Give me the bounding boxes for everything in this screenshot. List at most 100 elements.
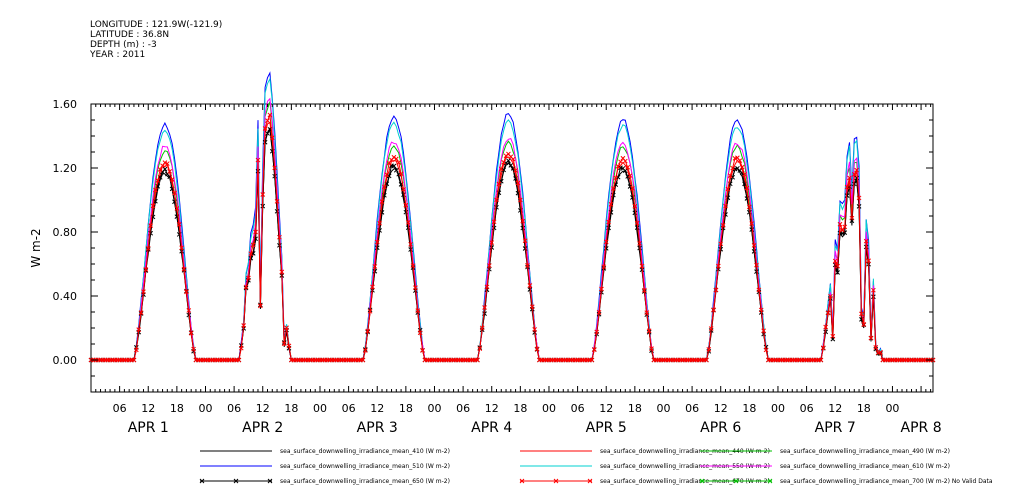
data-point-marker (365, 328, 371, 334)
data-point-marker (379, 199, 385, 204)
data-point-marker (844, 184, 850, 190)
x-day-label: APR 5 (586, 420, 627, 436)
data-point-marker (758, 307, 764, 313)
x-day-label: APR 6 (700, 420, 741, 436)
data-point-marker (150, 203, 156, 209)
x-day-label: APR 7 (815, 420, 856, 436)
legend-marker (519, 478, 525, 484)
legend-entry: sea_surface_downwelling_irradiance_mean_… (700, 463, 950, 470)
series-line (91, 97, 933, 361)
data-point-marker (594, 329, 600, 335)
data-point-marker (847, 175, 852, 181)
data-point-marker (744, 185, 750, 191)
series-line (91, 77, 933, 361)
data-point-marker (706, 347, 712, 352)
data-point-marker (871, 287, 876, 293)
data-point-marker (248, 251, 254, 257)
data-point-marker (844, 193, 850, 198)
data-point-marker (486, 263, 492, 268)
y-axis-label: W m-2 (29, 228, 43, 267)
data-point-marker (403, 202, 409, 208)
data-point-marker (272, 165, 278, 171)
x-hour-label: 12 (714, 402, 728, 415)
x-day-label: APR 2 (242, 420, 283, 436)
data-point-marker (589, 357, 595, 363)
x-hour-label: 12 (828, 402, 842, 415)
data-point-marker (646, 328, 652, 334)
y-tick-label: 1.20 (53, 162, 78, 175)
data-point-marker (265, 131, 270, 136)
data-point-marker (630, 186, 635, 191)
data-point-marker (479, 325, 485, 331)
legend-marker (733, 478, 739, 484)
data-point-marker (634, 225, 640, 230)
data-point-marker (837, 221, 843, 227)
depth-text: DEPTH (m) : -3 (90, 40, 157, 50)
data-point-marker (131, 357, 137, 363)
data-point-marker (269, 135, 275, 141)
x-hour-label: 00 (771, 402, 785, 415)
x-hour-label: 18 (513, 402, 527, 415)
data-point-marker (143, 267, 149, 272)
data-point-marker (384, 172, 390, 177)
data-point-marker (272, 173, 278, 179)
data-point-marker (374, 239, 380, 245)
data-point-marker (145, 245, 151, 251)
data-point-marker (859, 311, 864, 317)
plot-header: LONGITUDE : 121.9W(-121.9) LATITUDE : 36… (90, 20, 222, 60)
data-point-marker (133, 347, 139, 353)
data-point-marker (632, 203, 638, 209)
data-point-marker (754, 262, 759, 268)
series-layer (88, 71, 936, 363)
data-point-marker (515, 180, 521, 186)
data-point-marker (360, 357, 366, 363)
longitude-text: LONGITUDE : 121.9W(-121.9) (90, 20, 223, 30)
data-point-marker (611, 186, 616, 191)
data-point-marker (606, 219, 611, 225)
data-point-marker (730, 174, 735, 180)
data-point-marker (825, 310, 831, 316)
data-point-marker (176, 222, 182, 227)
data-point-marker (603, 239, 609, 245)
data-point-marker (761, 328, 766, 334)
x-hour-label: 18 (857, 402, 871, 415)
data-point-marker (413, 285, 418, 290)
legend-marker (699, 478, 705, 484)
data-point-marker (622, 158, 628, 164)
data-point-marker (522, 238, 528, 244)
data-point-marker (854, 167, 860, 173)
data-point-marker (520, 218, 526, 224)
data-point-marker (849, 215, 855, 221)
data-point-marker (157, 166, 163, 172)
data-point-marker (634, 220, 640, 226)
data-point-marker (823, 324, 829, 330)
series-line (91, 71, 933, 361)
legend-label: sea_surface_downwelling_irradiance_mean_… (780, 478, 993, 485)
legend-entry: sea_surface_downwelling_irradiance_mean_… (200, 448, 450, 455)
x-day-label: APR 4 (471, 420, 512, 436)
data-point-marker (410, 263, 416, 268)
data-point-marker (382, 184, 387, 190)
year-text: YEAR : 2011 (90, 50, 146, 60)
data-point-marker (737, 158, 743, 163)
data-point-marker (840, 227, 845, 233)
data-point-marker (832, 258, 838, 264)
data-point-marker (405, 220, 411, 225)
data-point-marker (510, 156, 516, 162)
x-hour-label: 00 (427, 402, 441, 415)
data-point-marker (863, 238, 869, 244)
data-point-marker (501, 167, 507, 173)
data-point-marker (174, 206, 180, 211)
data-point-marker (475, 357, 480, 363)
data-point-marker (372, 264, 378, 269)
data-point-marker (622, 168, 628, 174)
data-point-marker (265, 118, 270, 123)
data-point-marker (417, 330, 423, 336)
data-point-marker (835, 263, 840, 269)
data-point-marker (246, 275, 251, 281)
data-point-marker (489, 245, 495, 250)
data-point-marker (370, 284, 375, 290)
data-point-marker (241, 323, 247, 328)
legend-entry: sea_surface_downwelling_irradiance_mean_… (199, 478, 450, 485)
legend-label: sea_surface_downwelling_irradiance_mean_… (780, 448, 950, 455)
